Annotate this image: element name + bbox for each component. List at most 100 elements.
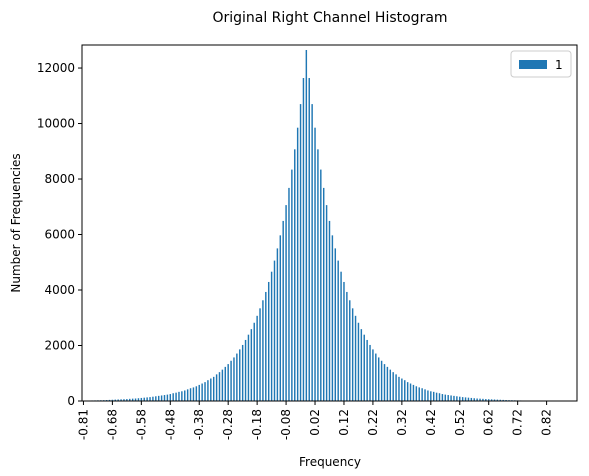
bar — [432, 391, 435, 401]
legend-label: 1 — [555, 58, 563, 72]
x-tick-label: 0.02 — [308, 409, 322, 436]
bar — [192, 387, 195, 401]
bar — [499, 399, 502, 401]
y-axis-label: Number of Frequencies — [9, 153, 23, 292]
bar — [134, 398, 137, 401]
bar — [207, 380, 209, 401]
bar — [392, 372, 394, 401]
bar — [409, 383, 412, 401]
bar — [143, 397, 145, 401]
bar — [175, 392, 177, 401]
bar — [288, 187, 290, 401]
bar — [493, 399, 496, 401]
x-tick-label: 0.82 — [540, 409, 554, 436]
bar — [189, 388, 192, 401]
bar — [372, 349, 374, 401]
bar — [239, 349, 241, 401]
bar — [496, 399, 499, 401]
bar — [317, 149, 319, 401]
bar — [502, 399, 504, 401]
bar — [305, 49, 308, 402]
legend-swatch — [519, 60, 547, 69]
bar — [285, 205, 287, 401]
bar — [123, 399, 125, 401]
bar — [314, 127, 316, 402]
y-tick-label: 0 — [67, 394, 75, 408]
x-tick-label: 0.52 — [453, 409, 467, 436]
bar — [184, 390, 186, 401]
x-tick-label: 0.12 — [337, 409, 351, 436]
y-tick-label: 2000 — [44, 339, 75, 353]
bar — [380, 360, 383, 401]
x-axis-label: Frequency — [299, 455, 361, 469]
bar — [201, 383, 203, 401]
bar — [453, 395, 455, 401]
bar — [331, 235, 334, 401]
bar — [253, 322, 255, 401]
bar — [398, 376, 400, 401]
bar — [160, 395, 163, 401]
bar — [149, 397, 151, 401]
bar — [470, 397, 473, 401]
bar — [262, 300, 264, 401]
bar — [485, 399, 487, 401]
x-tick-label: 0.22 — [366, 409, 380, 436]
bar — [447, 395, 449, 401]
bar — [427, 390, 429, 401]
bar — [311, 104, 313, 401]
bar — [146, 397, 148, 401]
bar — [476, 398, 478, 401]
bar — [441, 394, 444, 401]
bar — [224, 366, 227, 401]
bar — [155, 396, 157, 401]
bar — [299, 104, 302, 401]
bar — [279, 235, 282, 401]
bar — [276, 248, 279, 401]
bar — [291, 169, 293, 401]
bar — [377, 357, 380, 401]
bar — [137, 398, 140, 401]
bar — [401, 378, 403, 401]
bar — [325, 205, 328, 401]
bar — [236, 353, 238, 401]
bar — [357, 322, 360, 401]
bar — [221, 369, 224, 401]
bar — [450, 395, 452, 401]
bar — [438, 393, 441, 401]
bar — [296, 127, 299, 402]
bar — [212, 376, 215, 401]
chart-title: Original Right Channel Histogram — [212, 10, 447, 26]
x-tick-label: -0.58 — [134, 409, 148, 440]
bar — [250, 329, 253, 401]
bar — [346, 291, 348, 401]
bar — [131, 398, 134, 401]
bar — [343, 281, 345, 401]
bar — [270, 271, 273, 401]
bar — [430, 391, 432, 401]
bar — [337, 260, 339, 401]
plot-frame — [81, 44, 578, 402]
bar — [114, 399, 117, 401]
bar — [117, 399, 119, 401]
bar — [459, 396, 461, 401]
bar — [444, 394, 447, 401]
bar — [369, 344, 371, 401]
bar — [363, 334, 365, 401]
bar — [366, 339, 368, 401]
x-tick-label: 0.72 — [511, 409, 525, 436]
bar — [140, 397, 143, 401]
bar — [111, 399, 114, 401]
y-tick-label: 10000 — [37, 117, 75, 131]
bar — [349, 300, 351, 401]
bar — [482, 398, 484, 401]
y-tick-label: 12000 — [37, 61, 75, 75]
x-tick-label: 0.32 — [395, 409, 409, 436]
bar — [108, 399, 111, 401]
y-tick-label: 4000 — [44, 283, 75, 297]
bar — [282, 220, 284, 401]
bar — [256, 315, 258, 401]
bar — [383, 364, 386, 401]
bar — [354, 315, 357, 401]
bar — [421, 388, 423, 401]
